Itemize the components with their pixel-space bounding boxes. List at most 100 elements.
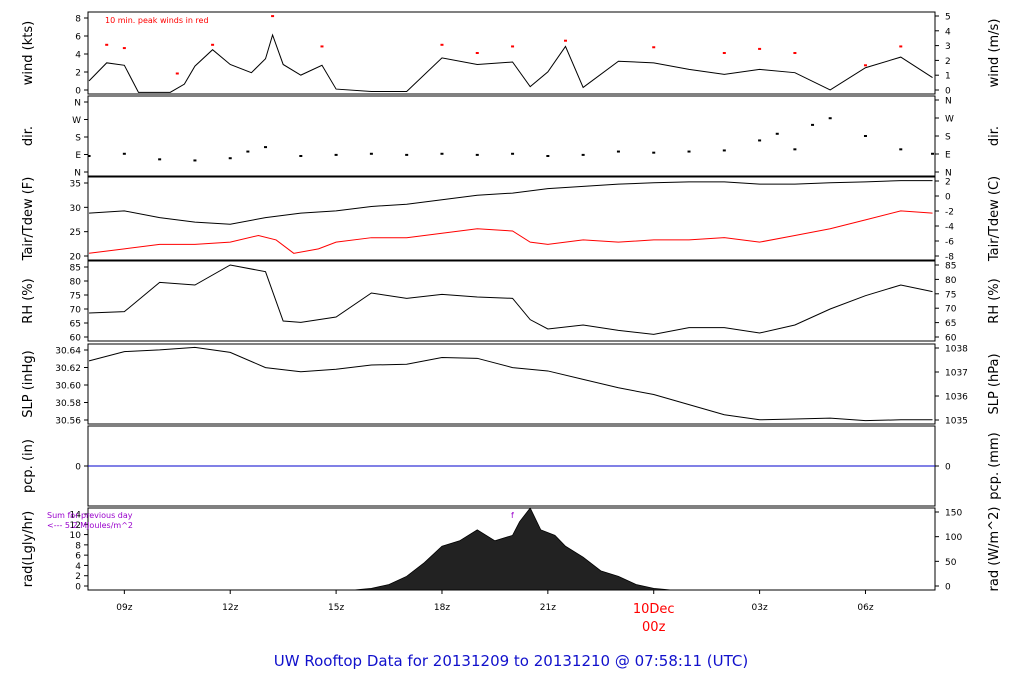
right-tick-label: -6 (945, 238, 954, 248)
panel-right-label: SLP (hPa) (987, 353, 1002, 414)
time-tick-label: 06z (857, 603, 873, 613)
left-tick-label: 0 (75, 87, 81, 97)
panel-rh: RH (%) RH (%) 60 65 70 75 80 85 60 65 70 75 80 85 (21, 260, 1002, 344)
panel-right-label: wind (m/s) (987, 19, 1002, 88)
data-point (158, 158, 162, 161)
left-tick-label: 8 (75, 541, 81, 551)
data-point (863, 64, 867, 67)
panel-left-label: rad(Lgly/hr) (21, 511, 36, 587)
left-tick-label: 30.56 (55, 417, 81, 427)
data-point (320, 45, 324, 48)
left-tick-label: 30.60 (55, 382, 81, 392)
right-tick-label: S (945, 133, 951, 143)
right-tick-label: 1035 (945, 417, 968, 427)
right-tick-label: 85 (945, 262, 956, 272)
left-tick-label: 35 (70, 180, 81, 190)
data-point (475, 52, 479, 54)
series-line (88, 33, 933, 93)
panel-left-label: pcp. (in) (21, 439, 36, 493)
panel-frame (87, 95, 936, 177)
panel-right-label: pcp. (mm) (987, 432, 1002, 499)
data-point (511, 152, 515, 155)
data-point (563, 39, 567, 42)
left-tick-label: 65 (70, 320, 81, 330)
left-tick-label: 6 (75, 33, 81, 43)
series-line (89, 264, 933, 335)
panel-right-label: RH (%) (987, 278, 1002, 323)
series-line (88, 346, 933, 422)
data-point (581, 153, 585, 156)
data-point (863, 135, 867, 137)
panel-wind: wind (kts) wind (m/s) 0 2 4 6 8 0 1 2 3 4 5 10 min. p… (21, 11, 1002, 97)
right-tick-label: 50 (945, 558, 957, 568)
left-tick-label: E (75, 151, 81, 161)
data-point (369, 152, 373, 155)
data-point (511, 45, 515, 48)
rad-annotation-sum: Sum for previous day (47, 511, 133, 520)
data-point (616, 150, 620, 153)
right-tick-label: 80 (945, 276, 957, 286)
left-tick-label: 14 (70, 511, 82, 521)
left-tick-label: 80 (70, 278, 82, 288)
right-tick-label: N (945, 169, 952, 179)
rad-annotation-f: f (511, 511, 514, 520)
right-tick-label: 2 (945, 57, 951, 67)
data-point (475, 153, 479, 156)
panel-temp: Tair/Tdew (F) Tair/Tdew (C)20253035-8-6-4… (21, 176, 1002, 263)
left-tick-label: N (74, 169, 81, 179)
left-tick-label: 30.62 (55, 364, 81, 374)
series-line (89, 180, 933, 225)
left-tick-label: 8 (75, 15, 81, 25)
time-tick-label: 03z (752, 603, 768, 613)
panel-left-label: SLP (inHg) (21, 350, 36, 418)
time-tick-label: 15z (328, 603, 344, 613)
data-point (931, 152, 935, 155)
panel-slp: SLP (inHg) SLP (hPa) 30.56 30.58 30.60 30.62 3… (21, 343, 1002, 427)
data-point (722, 52, 726, 54)
left-tick-label: 2 (75, 69, 81, 79)
data-point (193, 159, 197, 162)
left-tick-label: 10 (70, 531, 82, 541)
date-sub-label: 00z (642, 620, 666, 635)
data-point (271, 15, 275, 18)
left-tick-label: 85 (70, 264, 81, 274)
panel-frame (87, 176, 936, 261)
panel-pcp: pcp. (in) pcp. (mm) 0 0 (21, 425, 1002, 507)
left-tick-label: 4 (75, 562, 81, 572)
left-tick-label: 30.58 (55, 399, 81, 409)
data-point (899, 45, 903, 48)
rad-annotation-value: <--- 5.2 MJoules/m^2 (47, 521, 133, 530)
time-tick-label: 21z (540, 603, 556, 613)
panel-left-label: wind (kts) (21, 21, 36, 85)
wind-annotation: 10 min. peak winds in red (105, 16, 209, 25)
panel-left-label: Tair/Tdew (F) (21, 177, 36, 262)
right-tick-label: 70 (945, 305, 957, 315)
right-tick-label: 75 (945, 290, 956, 300)
data-point (687, 150, 691, 153)
data-point (546, 155, 550, 157)
right-tick-label: 0 (945, 193, 951, 203)
data-point (299, 155, 303, 157)
data-point (793, 148, 797, 151)
panel-frame (87, 260, 936, 342)
left-tick-label: N (74, 99, 81, 109)
right-tick-label: 5 (945, 13, 951, 23)
left-tick-label: 70 (70, 306, 82, 316)
panel-frame (87, 343, 936, 425)
panel-rad: rad(Lgly/hr) rad (W/m^2)02468101214050100… (21, 507, 1002, 593)
right-tick-label: 100 (945, 533, 962, 543)
panel-right-label: Tair/Tdew (C) (987, 176, 1002, 262)
right-tick-label: -2 (945, 208, 954, 218)
right-tick-label: 3 (945, 42, 951, 52)
right-tick-label: 1 (945, 72, 951, 82)
data-point (758, 47, 762, 50)
right-tick-label: 150 (945, 509, 962, 519)
data-point (811, 123, 815, 126)
data-point (652, 151, 656, 154)
left-tick-label: 25 (70, 228, 81, 238)
data-point (758, 139, 762, 142)
data-point (899, 148, 903, 151)
series-line (88, 210, 933, 254)
left-tick-label: 20 (70, 253, 82, 263)
left-tick-label: 6 (75, 552, 81, 562)
